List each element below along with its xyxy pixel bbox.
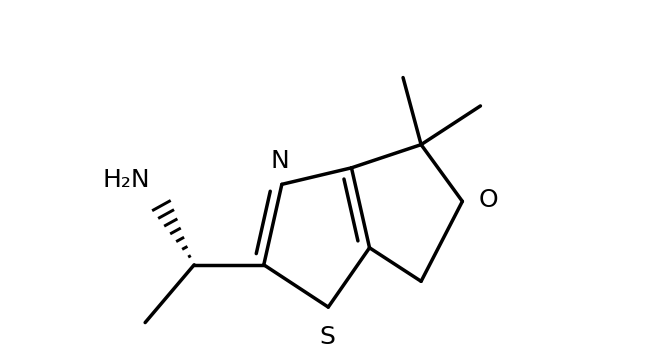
Text: O: O <box>479 188 499 212</box>
Text: S: S <box>319 325 335 349</box>
Text: H₂N: H₂N <box>102 168 150 192</box>
Text: N: N <box>270 149 289 173</box>
